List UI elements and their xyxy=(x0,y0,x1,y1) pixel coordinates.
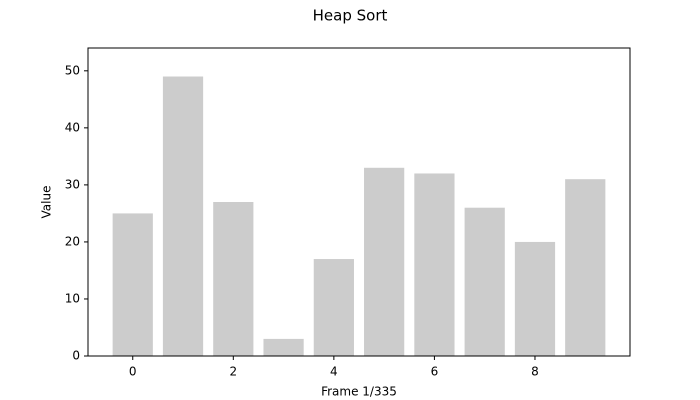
x-tick-label: 6 xyxy=(431,365,439,379)
x-tick-label: 4 xyxy=(330,365,338,379)
y-tick-label: 0 xyxy=(72,349,80,363)
bar xyxy=(162,76,204,356)
y-axis-label: Value xyxy=(40,186,54,219)
y-tick-label: 30 xyxy=(65,177,80,191)
x-tick-label: 2 xyxy=(229,365,237,379)
bar xyxy=(514,241,556,356)
bar xyxy=(464,207,505,356)
x-axis-label: Frame 1/335 xyxy=(321,385,397,399)
chart-title: Heap Sort xyxy=(313,7,388,25)
x-tick-label: 0 xyxy=(129,365,137,379)
y-tick-label: 40 xyxy=(65,120,80,134)
bar xyxy=(213,202,254,356)
plot-frame xyxy=(87,47,631,357)
bar xyxy=(414,173,455,356)
bar xyxy=(565,179,606,356)
y-tick-label: 10 xyxy=(65,291,80,305)
bar xyxy=(364,167,405,356)
x-tick-label: 8 xyxy=(531,365,539,379)
bar xyxy=(112,213,153,356)
bar xyxy=(313,259,354,356)
y-tick-label: 20 xyxy=(65,234,80,248)
y-tick-label: 50 xyxy=(65,63,80,77)
bar xyxy=(263,338,304,356)
